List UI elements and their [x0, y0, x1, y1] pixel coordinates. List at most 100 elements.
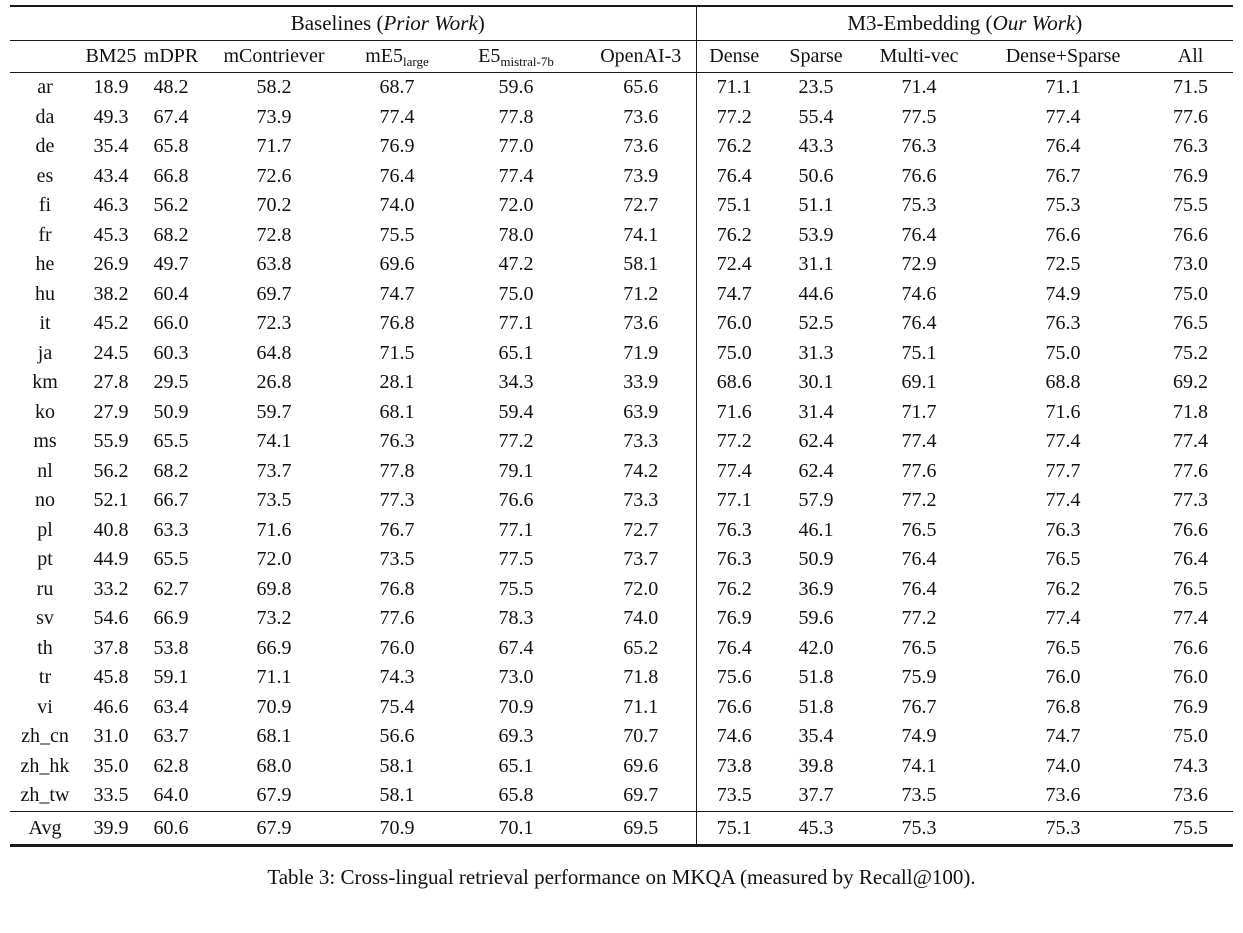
- value-cell: 77.2: [901, 489, 937, 511]
- table-row: he 26.9 49.7 63.8 69.6 47.2 58.1 72.4 31.1 72.9 72…: [10, 250, 1233, 280]
- value-cell: 71.7: [256, 135, 292, 157]
- value-cell: 77.6: [1173, 459, 1209, 482]
- value-cell: 57.9: [798, 489, 834, 511]
- column-header-subscript: large: [403, 54, 429, 69]
- value-cell: 70.1: [446, 810, 586, 845]
- value-cell: 76.5: [901, 636, 937, 659]
- value-cell: 75.0: [1173, 725, 1209, 747]
- row-label: pl: [37, 518, 53, 541]
- value-cell: 75.1: [695, 810, 773, 845]
- value-cell: 77.5: [498, 548, 534, 570]
- value-cell: 74.9: [901, 725, 937, 747]
- value-cell: 59.6: [498, 76, 534, 98]
- value-cell: 71.1: [1045, 76, 1081, 98]
- value-cell: 72.4: [695, 250, 773, 280]
- value-cell: 68.6: [695, 368, 773, 398]
- value-cell: 76.4: [1173, 548, 1209, 570]
- value-cell: 77.8: [379, 459, 415, 482]
- value-cell: 76.2: [1045, 577, 1081, 600]
- table-row: ar 18.9 48.2 58.2 68.7 59.6 65.6 71.1 23.5 71.4 71…: [10, 72, 1233, 103]
- value-cell: 71.2: [623, 282, 659, 305]
- group-header-italic: Our Work: [992, 11, 1076, 35]
- value-cell: 69.1: [901, 371, 937, 393]
- value-cell: 76.3: [901, 135, 937, 157]
- value-cell: 53.8: [153, 636, 189, 659]
- value-cell: 33.5: [93, 784, 129, 806]
- row-label: sv: [36, 607, 54, 629]
- value-cell: 76.6: [1045, 223, 1081, 246]
- value-cell: 75.5: [498, 577, 534, 600]
- value-cell: 72.0: [256, 548, 292, 570]
- value-cell: 72.6: [256, 164, 292, 187]
- value-cell: 76.5: [1173, 312, 1209, 334]
- value-cell: 77.4: [1045, 607, 1081, 629]
- value-cell: 75.6: [695, 663, 773, 693]
- value-cell: 63.8: [256, 253, 292, 275]
- value-cell: 77.2: [901, 607, 937, 629]
- value-cell: 76.6: [901, 164, 937, 187]
- value-cell: 65.1: [498, 341, 534, 364]
- row-label: it: [39, 312, 51, 334]
- value-cell: 77.5: [901, 105, 937, 128]
- column-header-dense-sparse: Dense+Sparse: [978, 40, 1149, 73]
- value-cell: 71.1: [256, 666, 292, 688]
- value-cell: 67.9: [256, 784, 292, 806]
- value-cell: 65.5: [153, 430, 189, 452]
- value-cell: 71.8: [623, 666, 659, 688]
- value-cell: 51.1: [798, 194, 834, 216]
- value-cell: 59.7: [256, 400, 292, 423]
- value-cell: 60.4: [153, 282, 189, 305]
- value-cell: 45.8: [93, 666, 129, 688]
- value-cell: 56.6: [379, 725, 415, 747]
- value-cell: 75.3: [860, 810, 979, 845]
- column-header-label: Sparse: [789, 45, 843, 67]
- value-cell: 74.7: [379, 282, 415, 305]
- table-row: zh_tw 33.5 64.0 67.9 58.1 65.8 69.7 73.5 37.7 73.…: [10, 781, 1233, 811]
- value-cell: 70.7: [623, 725, 659, 747]
- column-header-label: Dense: [709, 45, 760, 67]
- value-cell: 28.1: [379, 371, 415, 393]
- value-cell: 71.8: [1173, 400, 1209, 423]
- value-cell: 73.7: [256, 459, 292, 482]
- group-header-m3-embedding: M3-Embedding (Our Work): [695, 6, 1234, 41]
- value-cell: 72.7: [623, 518, 659, 541]
- value-cell: 77.3: [379, 489, 415, 511]
- value-cell: 77.4: [379, 105, 415, 128]
- value-cell: 51.8: [798, 695, 834, 718]
- column-header-dense: Dense: [695, 40, 773, 73]
- value-cell: 65.1: [498, 754, 534, 777]
- value-cell: 35.4: [798, 725, 834, 747]
- value-cell: 66.9: [153, 607, 189, 629]
- value-cell: 63.7: [153, 725, 189, 747]
- value-cell: 77.2: [695, 427, 773, 457]
- value-cell: 46.3: [93, 194, 129, 216]
- value-cell: 74.0: [623, 607, 659, 629]
- table-row: no 52.1 66.7 73.5 77.3 76.6 73.3 77.1 57.9 77.2 77…: [10, 486, 1233, 516]
- value-cell: 77.0: [498, 135, 534, 157]
- value-cell: 75.0: [1045, 341, 1081, 364]
- row-label: fi: [38, 194, 52, 216]
- table-caption: Table 3: Cross-lingual retrieval perform…: [267, 864, 976, 889]
- value-cell: 66.9: [256, 636, 292, 659]
- value-cell: 68.0: [256, 754, 292, 777]
- value-cell: 38.2: [93, 282, 129, 305]
- value-cell: 76.4: [1045, 135, 1081, 157]
- value-cell: 43.3: [798, 135, 834, 157]
- value-cell: 62.8: [153, 754, 189, 777]
- table-row: pt 44.9 65.5 72.0 73.5 77.5 73.7 76.3 50.9 76.4 76…: [10, 545, 1233, 575]
- value-cell: 69.6: [379, 253, 415, 275]
- value-cell: 23.5: [798, 76, 834, 98]
- value-cell: 73.6: [1173, 784, 1209, 806]
- value-cell: 77.3: [1173, 489, 1209, 511]
- value-cell: 74.2: [623, 459, 659, 482]
- table-body: ar 18.9 48.2 58.2 68.7 59.6 65.6 71.1 23.5 71.4 71…: [10, 72, 1234, 845]
- column-header-row: BM25 mDPR mContriever mE5large E5mistral-7b O…: [10, 40, 1234, 73]
- value-cell: 72.9: [901, 253, 937, 275]
- row-label: es: [36, 164, 54, 187]
- row-label: fr: [38, 223, 52, 246]
- value-cell: 68.1: [379, 400, 415, 423]
- value-cell: 74.1: [256, 430, 292, 452]
- column-header-subscript: mistral-7b: [500, 54, 554, 69]
- value-cell: 68.2: [153, 223, 189, 246]
- value-cell: 33.9: [623, 371, 659, 393]
